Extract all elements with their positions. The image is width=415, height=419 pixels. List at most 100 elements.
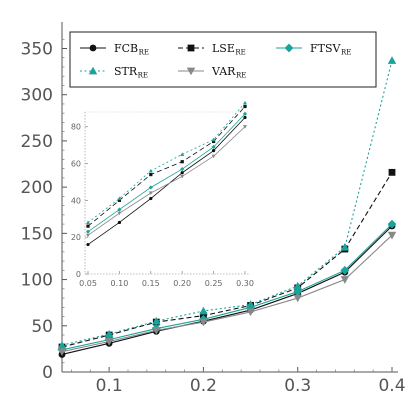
inset-series-var (86, 125, 247, 238)
inset-background (80, 108, 252, 276)
inset-data-point-ftsv (85, 229, 91, 234)
legend-marker (88, 66, 98, 75)
series-line-var (61, 234, 393, 353)
inset-y-tick-label: 0 (76, 270, 81, 279)
inset-series-line-var (87, 126, 246, 236)
y-tick-label: 350 (21, 39, 53, 59)
inset-plot: 0 20 40 60 80 0.05 0.10 0.15 0.20 0.25 0.30 (71, 100, 254, 288)
data-point-str (199, 306, 208, 315)
data-point-str (293, 281, 302, 290)
legend-marker (89, 44, 97, 52)
y-tick-label: 200 (21, 178, 53, 198)
legend-item-var: VAR RE (178, 65, 246, 80)
inset-data-point-fcb (149, 196, 153, 201)
x-tick-label: 0.1 (96, 376, 123, 396)
inset-data-point-ftsv (242, 111, 248, 116)
data-point-var (340, 276, 350, 284)
x-tick-label: 0.4 (378, 376, 405, 396)
inset-data-point-lse (243, 104, 247, 109)
inset-y-tick-label: 60 (71, 160, 81, 169)
inset-data-point-str (148, 168, 153, 173)
inset-data-point-fcb (86, 242, 90, 247)
inset-data-point-ftsv (148, 185, 153, 190)
inset-data-point-var (243, 125, 247, 129)
legend-item-lse: LSE RE (178, 42, 246, 57)
data-point-var (104, 338, 114, 346)
inset-data-point-str (117, 196, 122, 201)
y-tick-label: 50 (31, 317, 53, 337)
legend-label: VAR (211, 65, 236, 78)
data-point-var (152, 327, 161, 335)
data-point-ftsv (387, 219, 397, 229)
legend-item-fcb: FCB RE (80, 42, 149, 57)
inset-data-point-var (180, 174, 185, 179)
inset-series-ftsv (85, 111, 248, 234)
data-point-var (57, 348, 67, 356)
legend-label-subscript: RE (341, 49, 351, 57)
y-tick-label: 150 (21, 224, 53, 244)
inset-data-point-str (211, 137, 216, 142)
legend-label: FCB (114, 42, 138, 55)
inset-data-point-fcb (243, 115, 247, 120)
y-tick-label: 250 (21, 132, 53, 152)
series-line-ftsv (61, 223, 393, 351)
y-tick-label: 0 (42, 363, 53, 383)
inset-data-point-ftsv (117, 207, 122, 212)
inset-x-tick-label: 0.30 (236, 279, 254, 288)
legend-label-subscript: RE (236, 72, 246, 80)
data-point-str (387, 56, 397, 64)
inset-data-point-ftsv (211, 144, 216, 150)
series-var (57, 231, 397, 356)
legend-label: LSE (212, 42, 235, 55)
data-point-var (293, 294, 302, 303)
inset-data-point-fcb (117, 220, 121, 225)
legend-box (69, 31, 377, 88)
data-point-str (57, 340, 67, 349)
inset-series-fcb (86, 115, 247, 247)
data-point-ftsv (340, 265, 350, 275)
inset-series-lse (86, 104, 247, 228)
x-tick-label: 0.2 (190, 376, 217, 396)
data-point-str (152, 316, 161, 325)
inset-data-point-ftsv (180, 166, 185, 172)
inset-data-point-lse (117, 198, 121, 202)
inset-series-str (86, 100, 247, 225)
legend-marker (186, 67, 196, 76)
inset-data-point-var (86, 233, 90, 238)
series-line-lse (61, 172, 393, 348)
data-point-lse (388, 168, 396, 176)
series-line-fcb (61, 225, 393, 355)
data-point-var (246, 308, 255, 317)
inset-series-line-ftsv (87, 113, 246, 232)
data-point-var (199, 318, 208, 327)
inset-data-point-lse (180, 160, 184, 164)
legend-label: STR (114, 65, 138, 78)
inset-data-point-lse (86, 224, 90, 228)
data-point-str (104, 329, 114, 338)
inset-y-tick-label: 40 (71, 196, 81, 205)
inset-data-point-var (117, 211, 122, 216)
legend-label: FTSV (310, 42, 342, 55)
inset-data-point-str (243, 100, 247, 105)
legend-item-ftsv: FTSV RE (276, 42, 351, 57)
inset-series-line-str (87, 102, 246, 223)
legend-label-subscript: RE (138, 72, 148, 80)
legend-marker (187, 44, 195, 52)
inset-data-point-fcb (180, 171, 184, 175)
legend-item-str: STR RE (80, 65, 148, 80)
inset-data-point-var (148, 191, 153, 195)
inset-data-point-fcb (212, 149, 216, 153)
data-point-str (246, 300, 255, 308)
inset-y-tick-label: 80 (71, 123, 81, 132)
inset-series-line-fcb (87, 117, 246, 245)
inset-series-line-lse (87, 106, 246, 227)
inset-x-tick-label: 0.25 (205, 279, 223, 288)
legend-marker (284, 43, 294, 53)
inset-y-tick-label: 20 (71, 233, 81, 242)
series-str (57, 56, 397, 349)
inset-data-point-str (86, 220, 90, 225)
